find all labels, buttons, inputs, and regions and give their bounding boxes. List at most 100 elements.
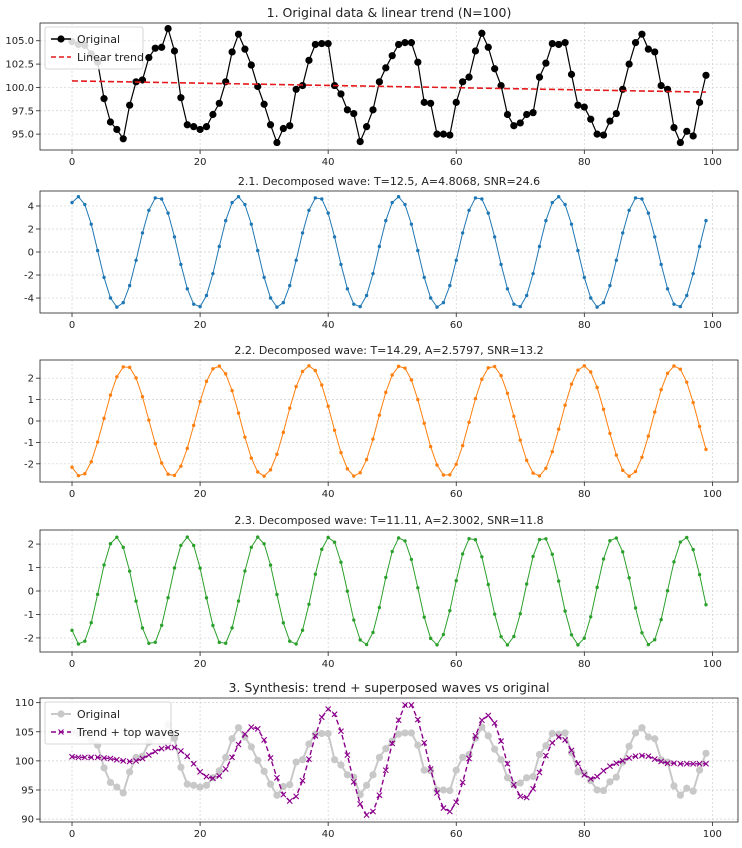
data-point xyxy=(332,428,337,433)
data-point xyxy=(119,789,127,797)
data-point xyxy=(409,222,414,226)
x-tick-label: 40 xyxy=(322,659,335,670)
data-point xyxy=(256,535,260,539)
x-tick-label: 0 xyxy=(69,659,75,670)
data-point xyxy=(670,123,678,132)
data-point xyxy=(505,643,510,647)
x-tick-label: 40 xyxy=(322,489,335,500)
data-point xyxy=(345,287,350,291)
data-point xyxy=(550,449,554,454)
data-point xyxy=(627,474,631,478)
data-point xyxy=(441,300,446,305)
data-point xyxy=(230,200,234,205)
data-point xyxy=(448,608,452,613)
data-point xyxy=(202,781,211,789)
data-point xyxy=(305,756,312,763)
data-point xyxy=(293,793,300,800)
data-point xyxy=(601,407,606,412)
data-point xyxy=(459,779,466,786)
data-point xyxy=(632,753,639,760)
data-point xyxy=(550,552,554,556)
data-point xyxy=(524,458,529,463)
data-point xyxy=(298,756,307,764)
data-point xyxy=(307,208,311,212)
data-point xyxy=(606,763,613,770)
data-point xyxy=(356,791,364,799)
data-point xyxy=(516,119,524,127)
series-line xyxy=(71,704,706,816)
data-point xyxy=(601,300,606,305)
data-point xyxy=(273,138,281,147)
x-tick-label: 20 xyxy=(194,659,207,670)
data-point xyxy=(562,736,569,743)
data-point xyxy=(459,78,467,86)
data-point xyxy=(209,775,216,782)
data-point xyxy=(115,375,119,379)
data-point xyxy=(216,773,223,779)
data-point xyxy=(185,446,189,451)
y-tick-label: 105 xyxy=(15,727,34,738)
data-point xyxy=(153,196,157,200)
data-point xyxy=(665,287,670,291)
data-point xyxy=(608,283,612,288)
data-point xyxy=(638,752,645,759)
data-point xyxy=(504,760,511,767)
data-point xyxy=(313,196,318,200)
data-point xyxy=(350,778,357,785)
data-point xyxy=(670,760,677,767)
data-point xyxy=(606,778,614,786)
data-point xyxy=(685,535,689,540)
data-point xyxy=(503,774,512,782)
data-point xyxy=(651,735,659,743)
data-point xyxy=(523,774,531,782)
data-point xyxy=(147,208,151,212)
data-point xyxy=(390,200,394,205)
data-point xyxy=(248,724,255,731)
data-point xyxy=(198,304,202,309)
data-point xyxy=(318,729,326,738)
data-point xyxy=(683,760,690,767)
data-point xyxy=(576,248,580,253)
x-tick-label: 40 xyxy=(322,320,335,331)
data-point xyxy=(467,536,471,541)
data-point xyxy=(266,121,275,129)
data-point xyxy=(384,575,388,580)
series-linear-trend xyxy=(72,80,706,93)
data-point xyxy=(484,43,492,51)
data-point xyxy=(414,58,422,66)
data-point xyxy=(159,197,164,201)
data-point xyxy=(107,755,114,762)
y-tick-label: -2 xyxy=(24,633,34,644)
legend-label: Original xyxy=(77,33,120,46)
data-point xyxy=(542,752,549,759)
data-point xyxy=(94,754,101,761)
data-point xyxy=(473,196,478,200)
data-point xyxy=(164,25,172,33)
data-point xyxy=(644,733,652,741)
data-point xyxy=(217,640,222,645)
data-point xyxy=(139,755,146,762)
data-point xyxy=(567,70,576,78)
x-tick-label: 80 xyxy=(578,829,591,840)
data-point xyxy=(185,535,189,539)
legend-marker xyxy=(57,35,65,43)
data-point xyxy=(300,369,305,374)
data-point xyxy=(422,421,426,426)
x-tick-label: 100 xyxy=(703,320,722,331)
x-tick-label: 40 xyxy=(322,829,335,840)
data-point xyxy=(236,411,241,415)
data-point xyxy=(147,418,151,422)
data-point xyxy=(191,423,196,428)
data-point xyxy=(644,45,652,53)
data-point xyxy=(486,582,490,587)
data-point xyxy=(460,231,465,235)
data-point xyxy=(371,437,375,441)
data-point xyxy=(561,729,569,737)
data-point xyxy=(70,200,74,205)
data-point xyxy=(407,39,416,47)
data-point xyxy=(215,99,223,107)
axes-frame xyxy=(39,359,739,483)
data-point xyxy=(390,549,394,554)
data-point xyxy=(612,109,620,118)
chart-panel-3: 2.2. Decomposed wave: T=14.29, A=2.5797,… xyxy=(24,344,739,500)
